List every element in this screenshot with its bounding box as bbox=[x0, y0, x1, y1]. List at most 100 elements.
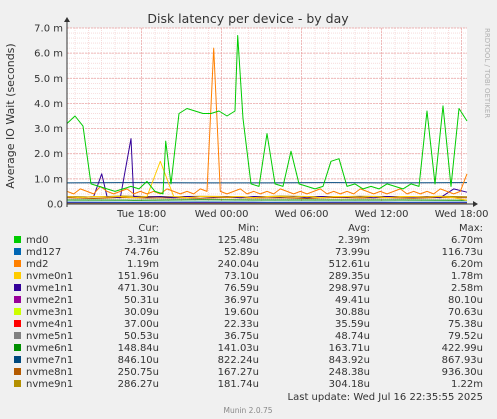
footer: Munin 2.0.75 bbox=[223, 406, 272, 415]
y-tick-label: 7.0 m bbox=[34, 24, 63, 35]
legend-value: 116.73u bbox=[442, 247, 483, 258]
legend-value: 822.24u bbox=[218, 355, 259, 366]
y-tick-label: 6.0 m bbox=[34, 49, 63, 60]
legend-series-name: nvme7n1 bbox=[26, 355, 73, 366]
legend-value: 74.76u bbox=[124, 247, 159, 258]
y-axis-label: Average IO Wait (seconds) bbox=[4, 43, 17, 188]
legend-value: 151.96u bbox=[118, 271, 159, 282]
legend-value: 36.75u bbox=[224, 331, 259, 342]
y-tick-label: 1.0 m bbox=[34, 174, 63, 185]
legend-swatch bbox=[14, 344, 21, 351]
legend-series-name: nvme5n1 bbox=[26, 331, 73, 342]
series-line-nvme6n1 bbox=[66, 199, 468, 201]
legend-series-name: nvme2n1 bbox=[26, 295, 73, 306]
legend-value: 80.10u bbox=[448, 295, 483, 306]
legend-value: 248.38u bbox=[329, 367, 370, 378]
last-update: Last update: Wed Jul 16 22:35:55 2025 bbox=[288, 392, 483, 403]
legend-swatch bbox=[14, 284, 21, 291]
legend-series-name: md127 bbox=[26, 247, 61, 258]
legend-value: 49.41u bbox=[335, 295, 370, 306]
y-tick-label: 2.0 m bbox=[34, 149, 63, 160]
legend: Cur: Min: Avg: Max: md0 3.31m 125.48u 2.39m 6.70… bbox=[14, 223, 483, 390]
legend-value: 2.39m bbox=[338, 235, 370, 246]
legend-value: 75.38u bbox=[448, 319, 483, 330]
y-tick-label: 4.0 m bbox=[34, 99, 63, 110]
legend-value: 867.93u bbox=[442, 355, 483, 366]
legend-value: 843.92u bbox=[329, 355, 370, 366]
legend-value: 73.99u bbox=[335, 247, 370, 258]
legend-value: 52.89u bbox=[224, 247, 259, 258]
legend-swatch bbox=[14, 236, 21, 243]
legend-value: 50.53u bbox=[124, 331, 159, 342]
legend-series-name: nvme9n1 bbox=[26, 379, 73, 390]
legend-value: 50.31u bbox=[124, 295, 159, 306]
x-axis-arrow bbox=[473, 201, 478, 207]
x-tick-label: Wed 06:00 bbox=[275, 209, 329, 220]
legend-value: 181.74u bbox=[218, 379, 259, 390]
x-tick-label: Wed 12:00 bbox=[355, 209, 409, 220]
legend-series-name: md0 bbox=[26, 235, 48, 246]
legend-swatch bbox=[14, 248, 21, 255]
legend-value: 141.03u bbox=[218, 343, 259, 354]
legend-value: 167.27u bbox=[218, 367, 259, 378]
legend-value: 846.10u bbox=[118, 355, 159, 366]
y-tick-label: 3.0 m bbox=[34, 124, 63, 135]
legend-series-name: nvme3n1 bbox=[26, 307, 73, 318]
legend-value: 471.30u bbox=[118, 283, 159, 294]
legend-value: 298.97u bbox=[329, 283, 370, 294]
legend-swatch bbox=[14, 356, 21, 363]
legend-swatch bbox=[14, 308, 21, 315]
legend-value: 3.31m bbox=[127, 235, 159, 246]
legend-value: 22.33u bbox=[224, 319, 259, 330]
legend-value: 1.78m bbox=[451, 271, 483, 282]
legend-series-name: nvme0n1 bbox=[26, 271, 73, 282]
side-label: RRDTOOL / TOBI OETIKER bbox=[483, 28, 491, 118]
legend-value: 70.63u bbox=[448, 307, 483, 318]
series-line-md2 bbox=[66, 47, 468, 195]
legend-value: 163.71u bbox=[329, 343, 370, 354]
legend-value: 936.30u bbox=[442, 367, 483, 378]
y-tick-label: 5.0 m bbox=[34, 74, 63, 85]
chart-title: Disk latency per device - by day bbox=[147, 11, 349, 26]
legend-series-name: md2 bbox=[26, 259, 48, 270]
x-tick-label: Tue 18:00 bbox=[116, 209, 166, 220]
legend-value: 422.99u bbox=[442, 343, 483, 354]
legend-value: 1.19m bbox=[127, 259, 159, 270]
series-lines bbox=[66, 35, 468, 204]
legend-column-header: Max: bbox=[459, 223, 483, 234]
legend-series-name: nvme8n1 bbox=[26, 367, 73, 378]
legend-swatch bbox=[14, 260, 21, 267]
legend-value: 30.09u bbox=[124, 307, 159, 318]
legend-swatch bbox=[14, 332, 21, 339]
legend-value: 35.59u bbox=[335, 319, 370, 330]
legend-value: 148.84u bbox=[118, 343, 159, 354]
x-tick-label: Wed 00:00 bbox=[195, 209, 249, 220]
axes: 0.0 1.0 m 2.0 m 3.0 m 4.0 m 5.0 m 6.0 m 7.0 m Tu… bbox=[34, 17, 489, 220]
legend-value: 76.59u bbox=[224, 283, 259, 294]
legend-value: 36.97u bbox=[224, 295, 259, 306]
legend-swatch bbox=[14, 368, 21, 375]
legend-swatch bbox=[14, 320, 21, 327]
legend-value: 512.61u bbox=[329, 259, 370, 270]
legend-value: 240.04u bbox=[218, 259, 259, 270]
legend-value: 79.52u bbox=[448, 331, 483, 342]
legend-value: 304.18u bbox=[329, 379, 370, 390]
legend-value: 286.27u bbox=[118, 379, 159, 390]
legend-value: 37.00u bbox=[124, 319, 159, 330]
legend-series-name: nvme6n1 bbox=[26, 343, 73, 354]
legend-swatch bbox=[14, 380, 21, 387]
legend-value: 125.48u bbox=[218, 235, 259, 246]
series-line-nvme0n1 bbox=[66, 160, 468, 201]
legend-column-header: Avg: bbox=[348, 223, 370, 234]
plot-area bbox=[67, 28, 467, 204]
legend-value: 73.10u bbox=[224, 271, 259, 282]
legend-value: 1.22m bbox=[451, 379, 483, 390]
legend-value: 250.75u bbox=[118, 367, 159, 378]
series-line-md0 bbox=[66, 35, 468, 195]
legend-series-name: nvme4n1 bbox=[26, 319, 73, 330]
legend-value: 6.20m bbox=[451, 259, 483, 270]
legend-series-name: nvme1n1 bbox=[26, 283, 73, 294]
legend-value: 30.88u bbox=[335, 307, 370, 318]
legend-swatch bbox=[14, 296, 21, 303]
